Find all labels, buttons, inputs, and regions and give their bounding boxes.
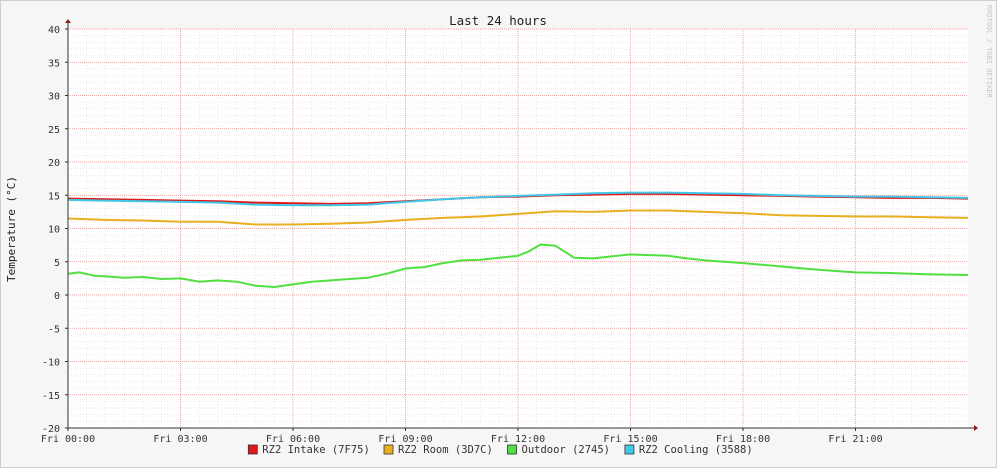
x-tick-label: Fri 03:00	[153, 434, 207, 445]
x-tick-label: Fri 15:00	[603, 434, 657, 445]
x-tick-label: Fri 12:00	[491, 434, 545, 445]
y-axis-label: Temperature (°C)	[5, 176, 18, 282]
legend-label: RZ2 Room (3D7C)	[398, 444, 493, 456]
x-axis-arrow-icon	[974, 425, 978, 431]
series-lines	[67, 191, 969, 288]
x-tick-label: Fri 06:00	[266, 434, 320, 445]
y-tick-label: 35	[48, 58, 60, 69]
y-tick-label: 30	[48, 92, 60, 103]
legend: RZ2 Intake (7F75) RZ2 Room (3D7C) Outdoor …	[247, 444, 753, 456]
y-tick-label: -10	[42, 358, 60, 369]
y-tick-label: -15	[42, 391, 60, 402]
legend-item: RZ2 Room (3D7C)	[383, 444, 493, 456]
series-line-2	[67, 243, 969, 288]
y-tick-label: 25	[48, 125, 60, 136]
legend-swatch	[383, 444, 394, 455]
y-tick-label: -20	[42, 424, 60, 435]
rrdtool-watermark: RRDTOOL / TOBI OETIKER	[985, 5, 993, 99]
legend-label: RZ2 Cooling (3588)	[639, 444, 753, 456]
y-tick-label: 5	[54, 258, 60, 269]
legend-item: RZ2 Cooling (3588)	[624, 444, 753, 456]
series-line-1	[67, 209, 969, 226]
x-tick-label: Fri 21:00	[828, 434, 882, 445]
x-tick-label: Fri 09:00	[378, 434, 432, 445]
y-tick-label: 20	[48, 158, 60, 169]
x-tick-label: Fri 00:00	[41, 434, 95, 445]
grid	[67, 28, 968, 429]
x-tick-label: Fri 18:00	[716, 434, 770, 445]
series-line-3	[67, 191, 969, 207]
legend-item: Outdoor (2745)	[507, 444, 611, 456]
legend-swatch	[624, 444, 635, 455]
legend-label: Outdoor (2745)	[522, 444, 611, 456]
y-tick-label: 40	[48, 25, 60, 36]
y-tick-label: 0	[54, 291, 60, 302]
legend-label: RZ2 Intake (7F75)	[262, 444, 369, 456]
y-axis-arrow-icon	[65, 19, 71, 23]
y-tick-label: -5	[48, 324, 60, 335]
legend-item: RZ2 Intake (7F75)	[247, 444, 370, 456]
y-tick-label: 10	[48, 225, 60, 236]
y-tick-label: 15	[48, 191, 60, 202]
chart-title: Last 24 hours	[449, 13, 547, 28]
legend-swatch	[507, 444, 517, 455]
legend-swatch	[247, 444, 258, 455]
